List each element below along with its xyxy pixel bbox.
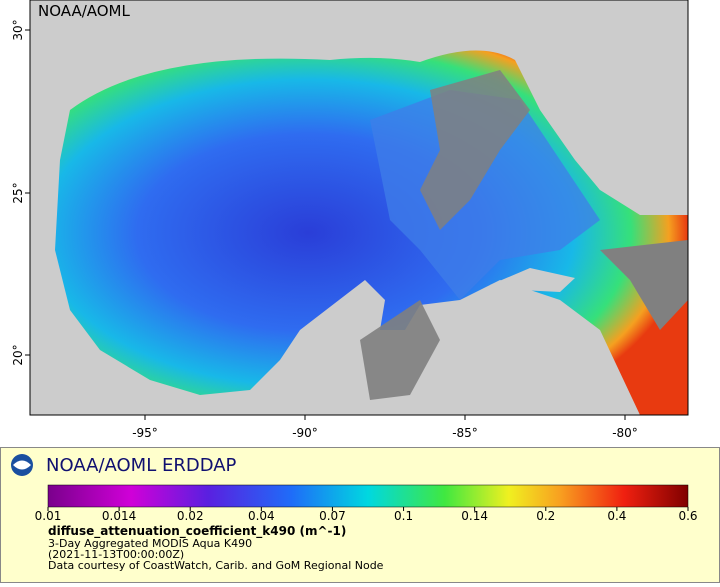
colorbar-label: 0.4 [607, 509, 626, 523]
credit: Data courtesy of CoastWatch, Carib. and … [48, 559, 384, 572]
cloud-mask [420, 70, 530, 230]
variable: diffuse_attenuation_coefficient_k490 (m^… [48, 524, 346, 539]
florida [550, 0, 630, 190]
lon-label: -80° [612, 426, 638, 440]
cloud-mask [360, 300, 440, 400]
lat-label: 20° [11, 344, 25, 365]
lat-label: 30° [11, 19, 25, 40]
lon-label: -85° [452, 426, 478, 440]
colorbar-label: 0.02 [177, 509, 204, 523]
lat-label: 25° [11, 182, 25, 203]
noaa-logo-bird [13, 460, 31, 470]
lon-label: -90° [292, 426, 318, 440]
colorbar-label: 0.07 [319, 509, 346, 523]
cloud-mask [600, 240, 688, 330]
colorbar-label: 0.01 [35, 509, 62, 523]
dataset: 3-Day Aggregated MODIS Aqua K490 [48, 537, 252, 550]
time: (2021-11-13T00:00:00Z) [48, 548, 184, 561]
legend-title: NOAA/AOML ERDDAP [46, 455, 237, 476]
legend-panel [0, 447, 720, 583]
colorbar-label: 0.014 [102, 509, 136, 523]
colorbar-label: 0.14 [461, 509, 488, 523]
colorbar-label: 0.04 [248, 509, 275, 523]
colorbar-label: 0.6 [678, 509, 697, 523]
watermark: NOAA/AOML [38, 2, 131, 20]
colorbar-label: 0.1 [394, 509, 413, 523]
colorbar [47, 484, 689, 508]
map-frame [29, 0, 689, 416]
ocean-east [370, 90, 600, 300]
cuba [490, 268, 575, 292]
lon-label: -95° [132, 426, 158, 440]
colorbar-label: 0.2 [536, 509, 555, 523]
